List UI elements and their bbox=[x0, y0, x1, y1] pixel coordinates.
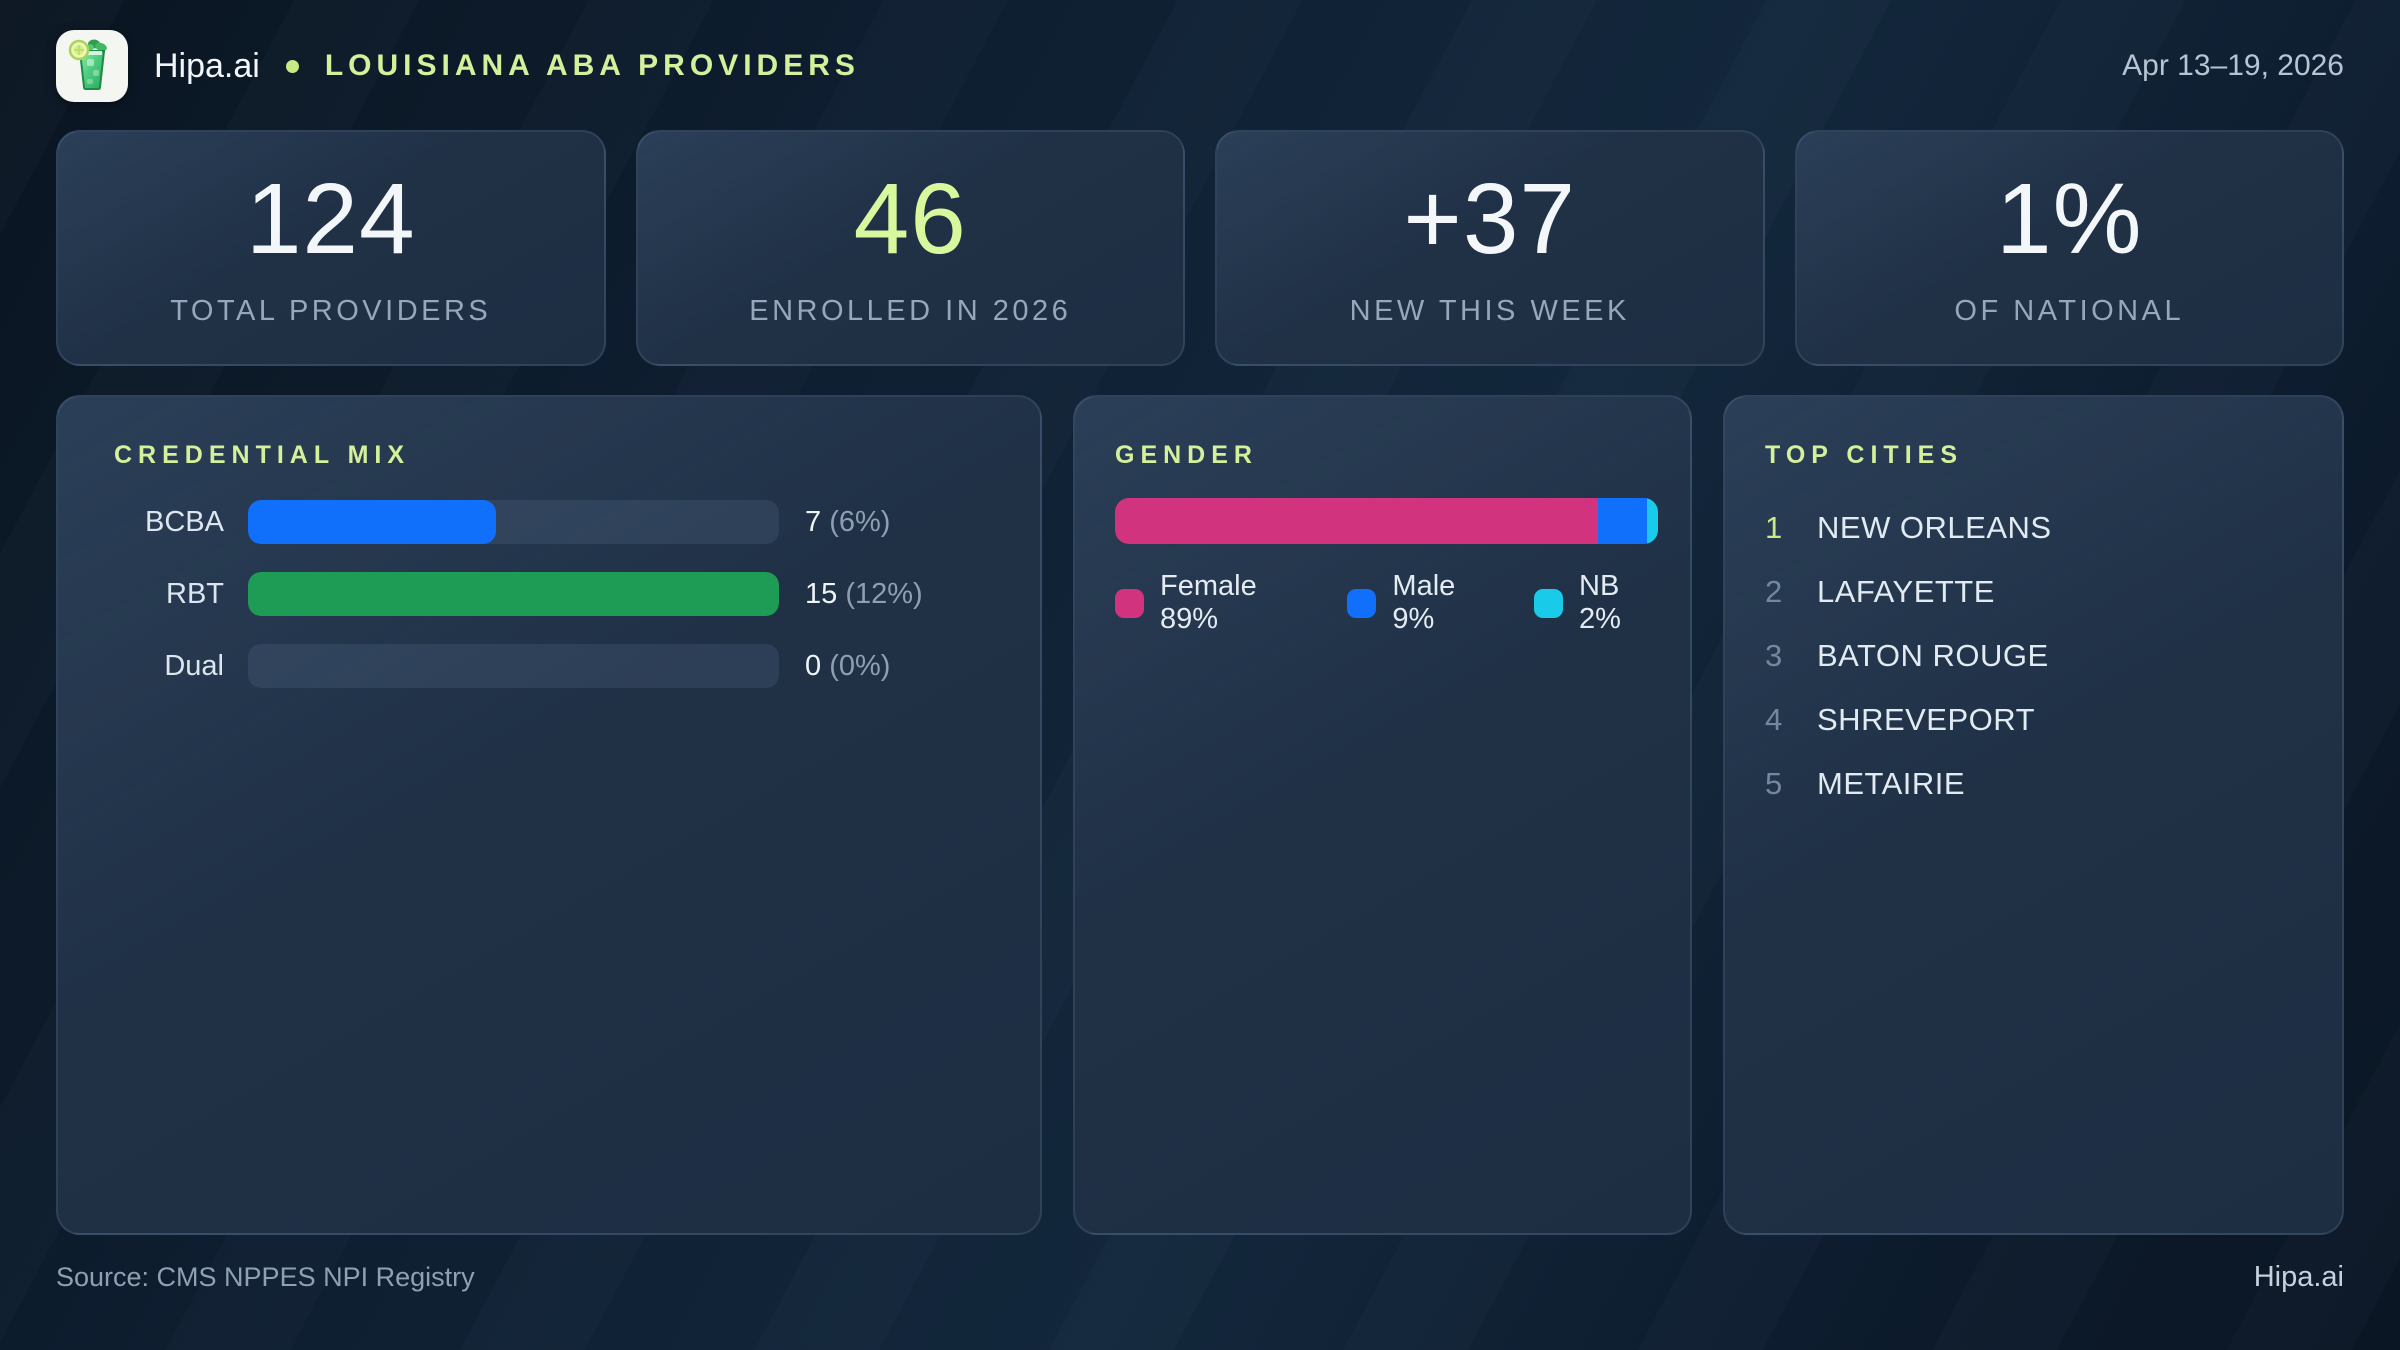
city-rank: 5 bbox=[1765, 766, 1783, 801]
credential-value: 7 (6%) bbox=[805, 506, 890, 539]
legend-label: Female 89% bbox=[1160, 570, 1257, 635]
gender-panel: GENDER Female 89% Male 9% NB 2% bbox=[1073, 395, 1692, 1235]
credential-bar-track bbox=[248, 572, 779, 616]
city-row: 1 NEW ORLEANS bbox=[1765, 496, 2310, 560]
gender-stacked-bar bbox=[1115, 498, 1658, 544]
date-range: Apr 13–19, 2026 bbox=[2122, 49, 2344, 82]
stat-value: +37 bbox=[1403, 162, 1577, 275]
city-row: 3 BATON ROUGE bbox=[1765, 624, 2310, 688]
top-cities-list: 1 NEW ORLEANS 2 LAFAYETTE 3 BATON ROUGE 4 SHREV… bbox=[1765, 496, 2310, 816]
credential-bar-track bbox=[248, 644, 779, 688]
credential-row: RBT 15 (12%) bbox=[114, 572, 984, 616]
stat-label: OF NATIONAL bbox=[1954, 294, 2185, 327]
legend-swatch-icon bbox=[1347, 588, 1377, 618]
stat-card: 1% OF NATIONAL bbox=[1794, 130, 2344, 366]
stat-label: NEW THIS WEEK bbox=[1349, 294, 1630, 327]
legend-swatch-icon bbox=[1115, 588, 1144, 618]
stat-card: 124 TOTAL PROVIDERS bbox=[56, 130, 606, 366]
stat-value: 1% bbox=[1995, 162, 2143, 275]
city-name: BATON ROUGE bbox=[1817, 638, 2049, 673]
credential-mix-panel: CREDENTIAL MIX BCBA 7 (6%) RBT 15 (12%) Dual… bbox=[56, 395, 1042, 1235]
credential-count: 15 bbox=[805, 577, 846, 610]
stat-card: 46 ENROLLED IN 2026 bbox=[635, 130, 1185, 366]
footer: Source: CMS NPPES NPI Registry Hipa.ai bbox=[56, 1261, 2344, 1294]
city-name: SHREVEPORT bbox=[1817, 702, 2036, 737]
city-rank: 4 bbox=[1765, 702, 1783, 737]
stat-value: 46 bbox=[853, 162, 967, 275]
brand-name: Hipa.ai bbox=[154, 46, 260, 85]
credential-value: 0 (0%) bbox=[805, 650, 890, 683]
city-name: METAIRIE bbox=[1817, 766, 1966, 801]
gender-legend: Female 89% Male 9% NB 2% bbox=[1115, 570, 1658, 636]
city-rank: 1 bbox=[1765, 510, 1783, 545]
credential-bar-fill bbox=[248, 572, 779, 616]
legend-swatch-icon bbox=[1534, 588, 1564, 618]
legend-item: NB 2% bbox=[1534, 570, 1658, 636]
gender-segment-nb bbox=[1647, 498, 1658, 544]
credential-bar-track bbox=[248, 500, 779, 544]
credential-count: 7 bbox=[805, 505, 830, 538]
credential-percent: (0%) bbox=[829, 649, 891, 682]
header: Hipa.ai LOUISIANA ABA PROVIDERS Apr 13–1… bbox=[56, 30, 2344, 102]
mojito-glass-icon bbox=[67, 35, 117, 98]
top-cities-panel: TOP CITIES 1 NEW ORLEANS 2 LAFAYETTE 3 BATON … bbox=[1723, 395, 2344, 1235]
credential-row: BCBA 7 (6%) bbox=[114, 500, 984, 544]
stats-row: 124 TOTAL PROVIDERS 46 ENROLLED IN 2026 +37 N… bbox=[56, 130, 2344, 366]
credential-percent: (6%) bbox=[829, 505, 891, 538]
stat-label: TOTAL PROVIDERS bbox=[170, 294, 492, 327]
city-name: NEW ORLEANS bbox=[1817, 510, 2052, 545]
legend-label: NB 2% bbox=[1579, 570, 1621, 635]
credential-percent: (12%) bbox=[845, 577, 923, 610]
credential-label: RBT bbox=[166, 577, 224, 610]
city-row: 2 LAFAYETTE bbox=[1765, 560, 2310, 624]
panels-row: CREDENTIAL MIX BCBA 7 (6%) RBT 15 (12%) Dual… bbox=[56, 395, 2344, 1235]
credential-count: 0 bbox=[805, 649, 830, 682]
gender-title: GENDER bbox=[1115, 441, 1258, 469]
credential-label: Dual bbox=[164, 649, 224, 682]
page-title: LOUISIANA ABA PROVIDERS bbox=[324, 49, 860, 82]
legend-label: Male 9% bbox=[1392, 570, 1456, 635]
credential-mix-rows: BCBA 7 (6%) RBT 15 (12%) Dual 0 (0%) bbox=[114, 500, 984, 688]
gender-segment-male bbox=[1598, 498, 1648, 544]
credential-bar-fill bbox=[248, 500, 496, 544]
stat-card: +37 NEW THIS WEEK bbox=[1215, 130, 1765, 366]
source-note: Source: CMS NPPES NPI Registry bbox=[56, 1262, 475, 1292]
city-rank: 3 bbox=[1765, 638, 1783, 673]
stat-label: ENROLLED IN 2026 bbox=[749, 294, 1072, 327]
logo-badge bbox=[56, 30, 128, 102]
city-row: 4 SHREVEPORT bbox=[1765, 688, 2310, 752]
footer-brand: Hipa.ai bbox=[2253, 1261, 2344, 1293]
credential-mix-title: CREDENTIAL MIX bbox=[114, 441, 411, 469]
gender-segment-female bbox=[1115, 498, 1599, 544]
credential-value: 15 (12%) bbox=[805, 578, 923, 611]
stat-value: 124 bbox=[245, 162, 416, 275]
city-name: LAFAYETTE bbox=[1817, 574, 1995, 609]
top-cities-title: TOP CITIES bbox=[1765, 441, 1964, 469]
credential-row: Dual 0 (0%) bbox=[114, 644, 984, 688]
city-row: 5 METAIRIE bbox=[1765, 752, 2310, 816]
legend-item: Male 9% bbox=[1347, 570, 1492, 636]
credential-label: BCBA bbox=[145, 505, 224, 538]
city-rank: 2 bbox=[1765, 574, 1783, 609]
separator-dot-icon bbox=[285, 59, 299, 73]
legend-item: Female 89% bbox=[1115, 570, 1305, 636]
